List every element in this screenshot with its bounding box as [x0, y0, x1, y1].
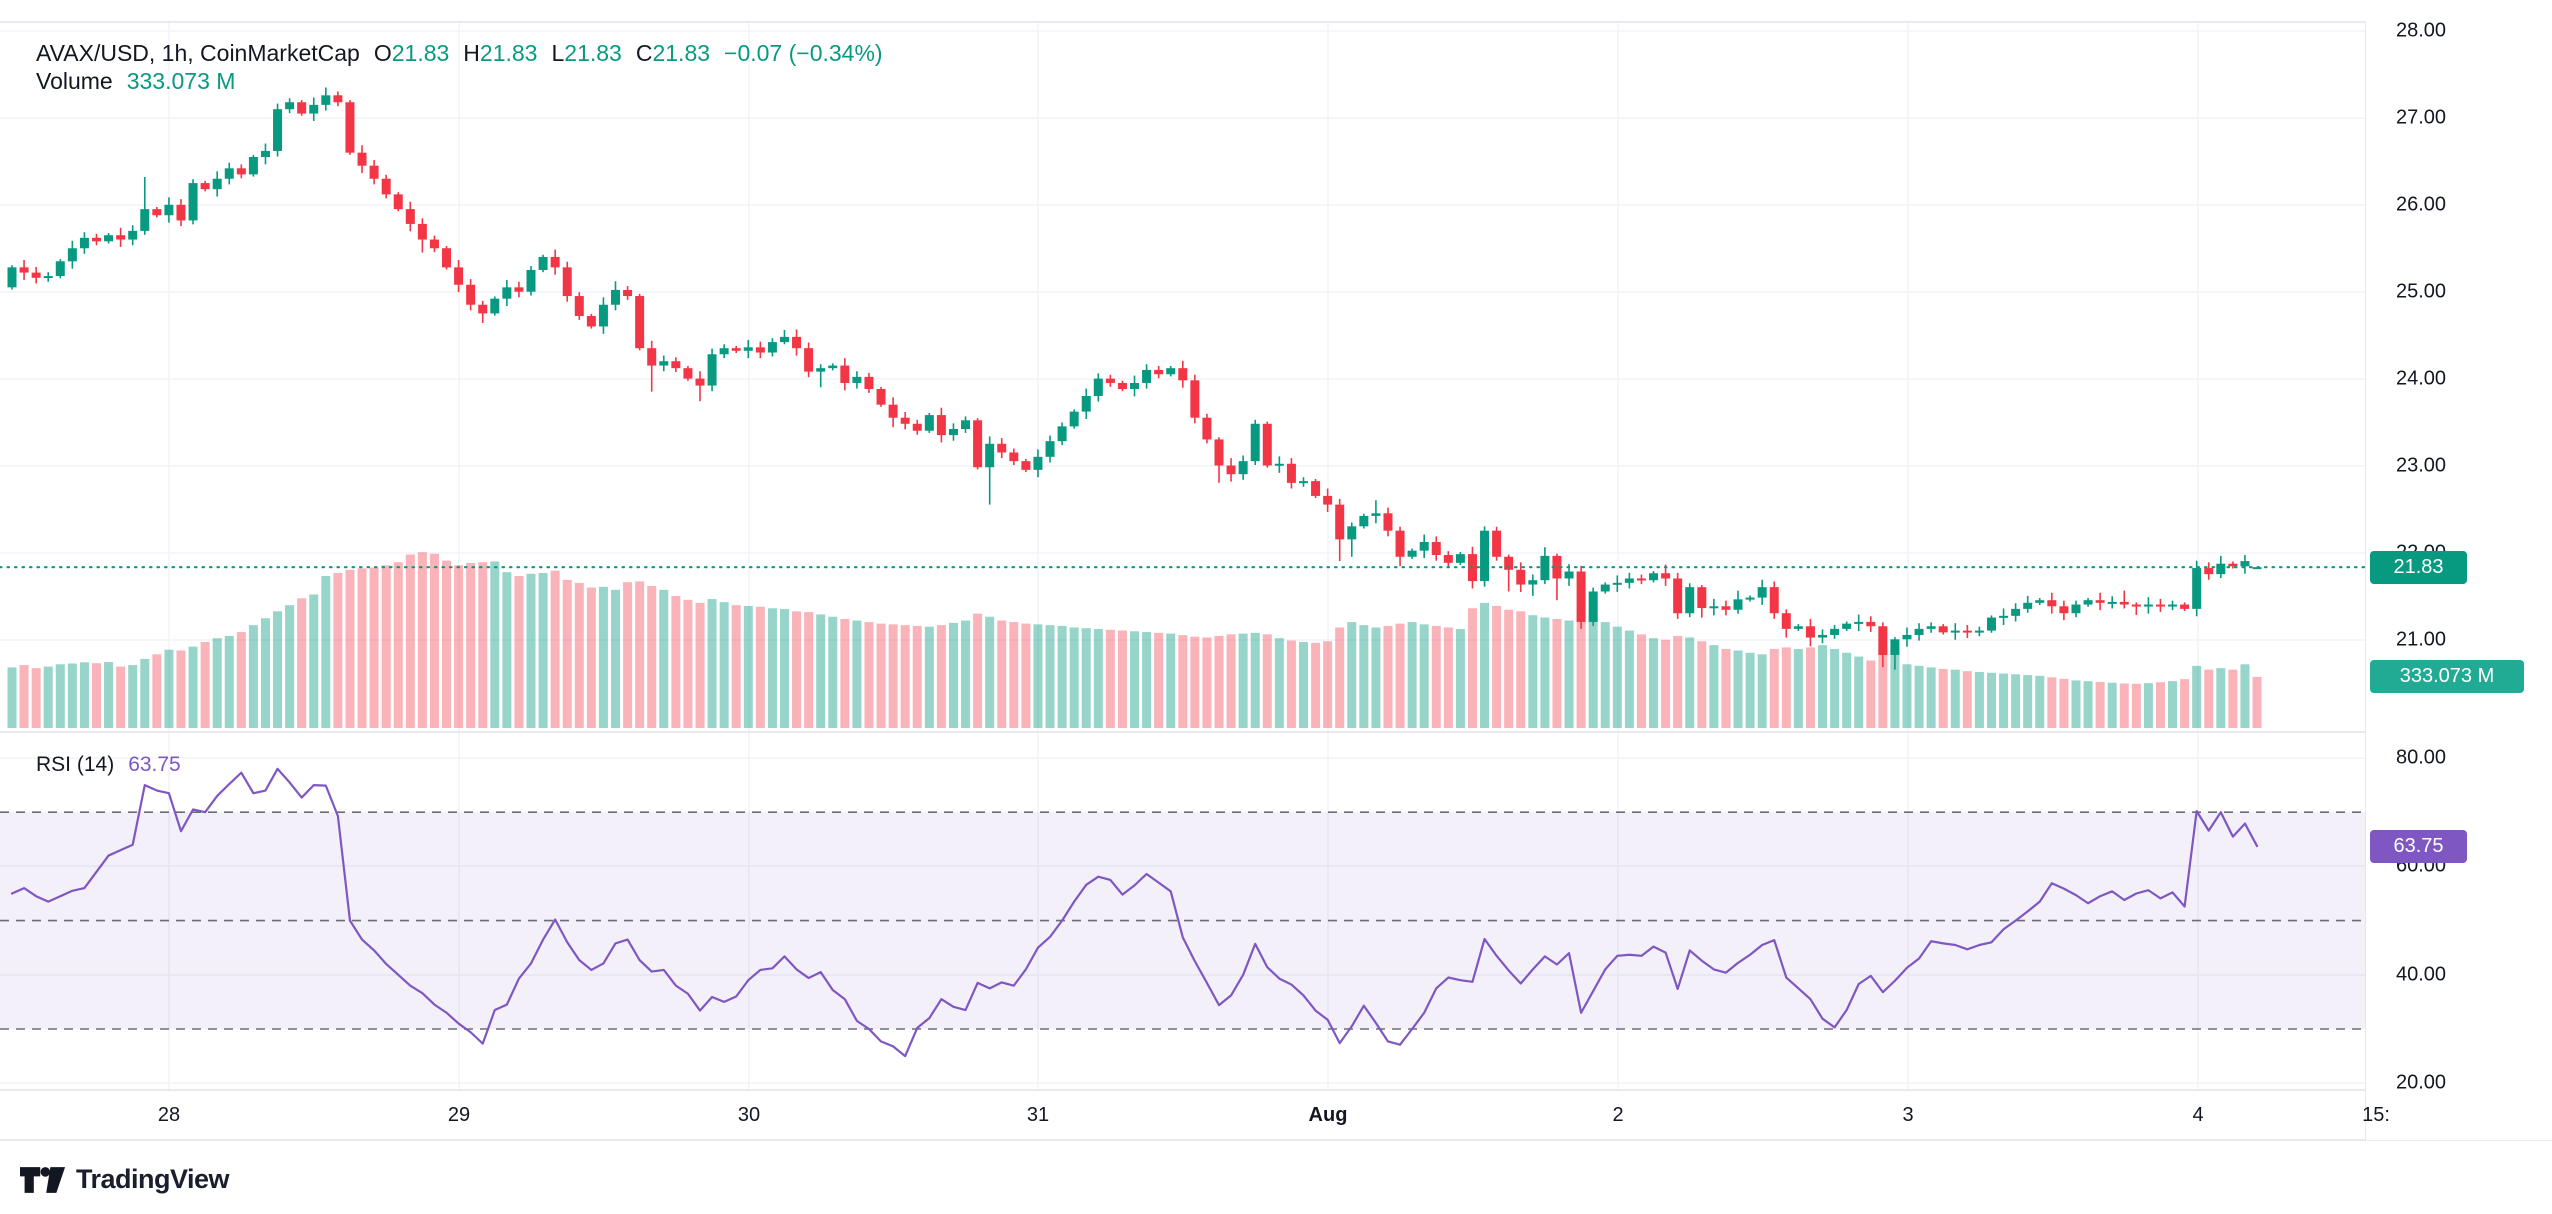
rsi-tick-label: 20.00 [2396, 1071, 2447, 1094]
volume-legend[interactable]: Volume 333.073 M [36, 68, 235, 95]
time-tick-label: 2 [1612, 1104, 1624, 1126]
time-tick-label: 4 [2192, 1104, 2204, 1126]
ohlc-low: L21.83 [551, 40, 622, 66]
rsi-tick-label: 80.00 [2396, 746, 2447, 769]
rsi-label: RSI (14) [36, 753, 115, 776]
price-tick-label: 24.00 [2396, 367, 2447, 390]
price-tick-label: 28.00 [2396, 19, 2447, 42]
current-price-badge: 21.83 [2370, 550, 2467, 584]
time-tick-label: 3 [1902, 1104, 1914, 1126]
price-tick-label: 26.00 [2396, 193, 2447, 216]
ohlc-open: O21.83 [373, 40, 450, 66]
time-tick-label: 28 [157, 1104, 181, 1126]
symbol-title: AVAX/USD, 1h, CoinMarketCap [36, 40, 360, 66]
time-tick-label: 30 [737, 1104, 761, 1126]
tradingview-logo-text: TradingView [76, 1164, 230, 1194]
time-tick-label: 15: [2362, 1104, 2390, 1126]
price-tick-label: 27.00 [2396, 106, 2447, 129]
time-tick-label: 31 [1026, 1104, 1050, 1126]
time-tick-label: 29 [447, 1104, 471, 1126]
symbol-legend[interactable]: AVAX/USD, 1h, CoinMarketCap O21.83 H21.8… [36, 40, 883, 67]
ohlc-close: C21.83 [635, 40, 711, 66]
rsi-value: 63.75 [128, 753, 181, 776]
price-tick-label: 23.00 [2396, 454, 2447, 477]
time-tick-label: Aug [1308, 1104, 1348, 1126]
tradingview-logo[interactable]: TradingView [20, 1164, 230, 1195]
rsi-tick-label: 40.00 [2396, 963, 2447, 986]
volume-label: Volume [36, 68, 113, 94]
rsi-legend[interactable]: RSI (14) 63.75 [36, 753, 181, 777]
price-tick-label: 21.00 [2396, 628, 2447, 651]
price-tick-label: 25.00 [2396, 280, 2447, 303]
tradingview-logo-icon [20, 1166, 66, 1193]
price-change: −0.07 (−0.34%) [724, 40, 883, 66]
volume-value: 333.073 M [126, 68, 236, 94]
ohlc-high: H21.83 [463, 40, 538, 66]
current-volume-badge: 333.073 M [2370, 660, 2524, 694]
current-rsi-badge: 63.75 [2370, 829, 2467, 863]
